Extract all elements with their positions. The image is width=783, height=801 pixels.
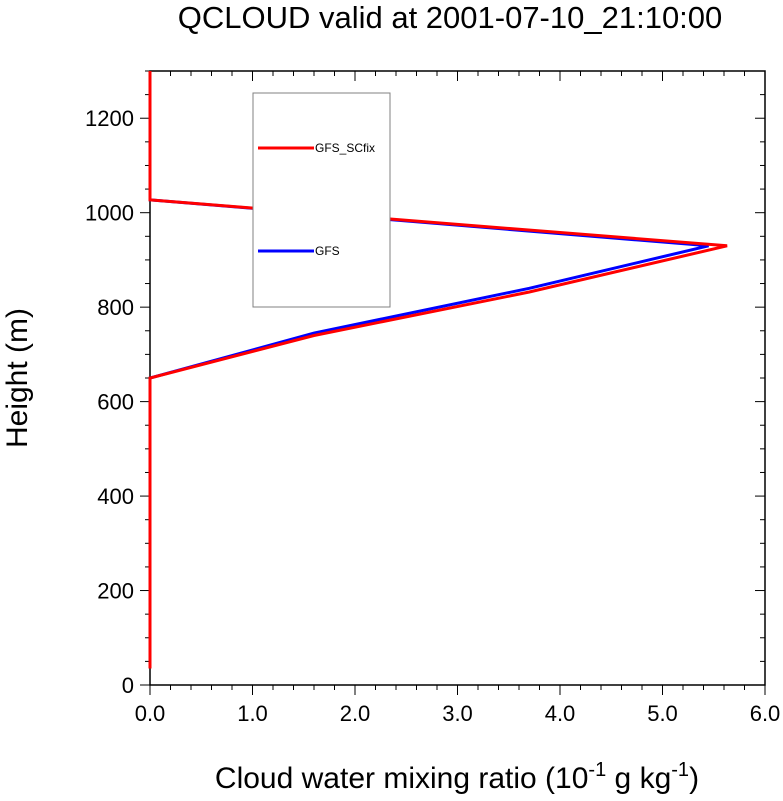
plot-area (149, 70, 766, 686)
y-tick-label: 400 (97, 484, 134, 509)
chart-title: QCLOUD valid at 2001-07-10_21:10:00 (178, 0, 723, 35)
x-tick-label: 4.0 (545, 701, 576, 726)
x-axis-label-mid: g kg (606, 762, 671, 795)
y-tick-label: 1000 (85, 201, 134, 226)
x-tick-label: 2.0 (340, 701, 371, 726)
x-tick-label: 0.0 (135, 701, 166, 726)
y-axis-label: Height (m) (1, 308, 34, 448)
x-axis-label-sup1: -1 (588, 759, 606, 781)
y-tick-label: 800 (97, 295, 134, 320)
y-tick-label: 200 (97, 579, 134, 604)
y-tick-label: 600 (97, 390, 134, 415)
series-line-gfs-scfix (148, 71, 728, 669)
y-tick-label: 0 (122, 673, 134, 698)
axis-ticks (140, 70, 766, 695)
legend-entry-label: GFS (315, 244, 340, 258)
legend: GFS_SCfix GFS (252, 92, 391, 308)
x-axis-label: Cloud water mixing ratio (10-1 g kg-1) (215, 759, 699, 795)
legend-entry-label: GFS_SCfix (315, 141, 375, 155)
x-tick-label: 5.0 (647, 701, 678, 726)
x-tick-label: 1.0 (237, 701, 268, 726)
series-lines (148, 71, 728, 669)
series-line-gfs (148, 71, 709, 669)
legend-box (252, 92, 391, 308)
x-axis-label-sup2: -1 (671, 759, 689, 781)
x-tick-label: 6.0 (750, 701, 781, 726)
y-tick-label: 1200 (85, 106, 134, 131)
x-axis-label-main: Cloud water mixing ratio (10 (215, 762, 589, 795)
axis-tick-labels: 0.0 1.0 2.0 3.0 4.0 5.0 6.0 0 200 400 600 800 1000 12… (85, 106, 780, 726)
x-tick-label: 3.0 (442, 701, 473, 726)
x-axis-label-end: ) (689, 762, 699, 795)
